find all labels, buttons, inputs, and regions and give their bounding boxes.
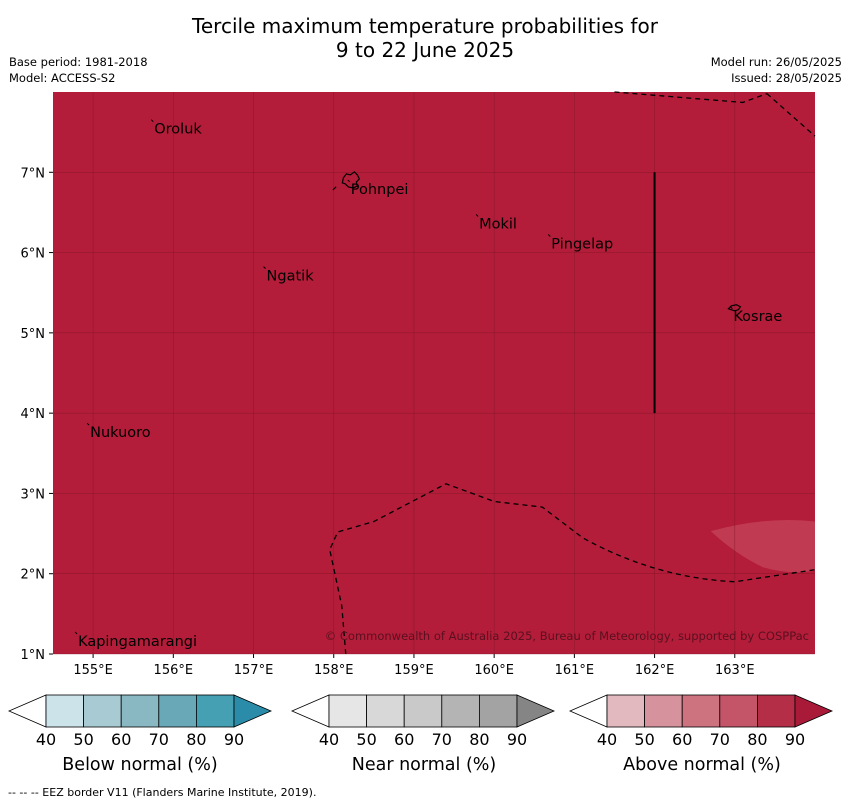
place-marker	[475, 214, 479, 217]
lon-tick-label: 162°E	[635, 663, 675, 678]
map-area: 155°E 156°E 157°E 158°E 159°E 160°E 161°E 162°E…	[21, 91, 816, 678]
place-label: Mokil	[479, 216, 517, 232]
probability-field	[53, 92, 815, 654]
colorbar-tick-label: 80	[747, 730, 767, 749]
colorbar-tick-label: 50	[634, 730, 654, 749]
colorbar-box	[681, 694, 721, 728]
place-label: Oroluk	[154, 122, 202, 138]
colorbar-box	[120, 694, 160, 728]
colorbar-tick-label: 60	[111, 730, 131, 749]
colorbar-tick-label: 70	[149, 730, 169, 749]
place-label: Pingelap	[551, 237, 613, 253]
colorbar-box	[441, 694, 480, 728]
base-period: Base period: 1981-2018	[9, 55, 148, 69]
eez-border-northeast	[766, 93, 816, 137]
colorbar-tick-label: 80	[469, 730, 489, 749]
place-marker	[150, 119, 154, 123]
colorbar-box	[403, 694, 443, 728]
place-marker	[347, 179, 351, 183]
colorbar: 40 50 60 70 80 90	[7, 694, 273, 749]
colorbar-box	[644, 694, 683, 728]
colorbar-box	[366, 694, 405, 728]
colorbar-left-extend	[290, 694, 330, 728]
colorbar-right-extend	[233, 694, 273, 728]
colorbar-tick-label: 90	[507, 730, 527, 749]
colorbar-left-extend	[568, 694, 608, 728]
colorbar-box	[328, 694, 367, 728]
chart-title: Tercile maximum temperature probabilitie…	[0, 14, 850, 62]
colorbar-label-above: Above normal (%)	[623, 755, 781, 775]
kosrae-island-outline	[727, 304, 742, 312]
colorbar-box	[719, 694, 758, 728]
lat-tick-label: 4°N	[21, 407, 46, 422]
colorbar-label-below: Below normal (%)	[62, 755, 218, 775]
colorbar-box	[606, 694, 645, 728]
model-name: Model: ACCESS-S2	[9, 71, 116, 85]
colorbar-box	[195, 694, 235, 728]
meta-left: Base period: 1981-2018 Model: ACCESS-S2	[9, 54, 148, 86]
lon-tick-label: 161°E	[555, 663, 595, 678]
colorbar-tick-label: 90	[785, 730, 805, 749]
place-marker	[263, 266, 266, 269]
colorbar-box	[158, 694, 197, 728]
lat-tick-label: 1°N	[21, 648, 46, 663]
place-label: Kosrae	[733, 309, 782, 325]
colorbar-tick-label: 60	[672, 730, 692, 749]
title-line-1: Tercile maximum temperature probabilitie…	[192, 14, 658, 38]
colorbar-box	[478, 694, 518, 728]
lon-tick-label: 155°E	[73, 663, 113, 678]
model-run: Model run: 26/05/2025	[710, 55, 842, 69]
colorbar-tick-label: 40	[36, 730, 56, 749]
lon-tick-label: 156°E	[154, 663, 194, 678]
pohnpei-island-outline	[341, 171, 361, 189]
title-line-2: 9 to 22 June 2025	[335, 38, 515, 62]
colorbars: 40 50 60 70 80 90 40 50 60 70 80 90 40 50 60 70 80 90	[7, 694, 834, 749]
issued-date: Issued: 28/05/2025	[731, 71, 842, 85]
place-label: Pohnpei	[351, 182, 409, 198]
lat-tick-label: 2°N	[21, 568, 46, 583]
lon-tick-label: 158°E	[314, 663, 354, 678]
colorbar-tick-label: 50	[356, 730, 376, 749]
colorbar: 40 50 60 70 80 90	[290, 694, 556, 749]
colorbar-tick-label: 80	[186, 730, 206, 749]
eez-border-north	[614, 91, 768, 104]
colorbar-tick-label: 50	[73, 730, 93, 749]
colorbar-tick-label: 40	[597, 730, 617, 749]
colorbar-tick-label: 60	[394, 730, 414, 749]
colorbar: 40 50 60 70 80 90	[568, 694, 834, 749]
lat-tick-label: 3°N	[21, 487, 46, 502]
colorbar-tick-label: 90	[224, 730, 244, 749]
place-marker	[74, 631, 78, 635]
lon-tick-label: 160°E	[474, 663, 514, 678]
colorbar-label-near: Near normal (%)	[351, 755, 497, 775]
pohnpei-reef-mark	[332, 186, 337, 191]
place-marker	[730, 306, 733, 310]
colorbar-right-extend	[516, 694, 556, 728]
lon-tick-label: 159°E	[394, 663, 434, 678]
colorbar-tick-label: 70	[710, 730, 730, 749]
place-label: Nukuoro	[90, 425, 151, 441]
lower-probability-patch	[710, 520, 815, 573]
colorbar-box	[45, 694, 84, 728]
colorbar-box	[83, 694, 122, 728]
colorbar-box	[757, 694, 796, 728]
place-label: Ngatik	[267, 269, 315, 285]
place-label: Kapingamarangi	[78, 634, 197, 650]
lat-tick-label: 7°N	[21, 166, 46, 181]
eez-border-south	[329, 483, 816, 655]
place-marker	[547, 234, 551, 237]
colorbar-tick-label: 70	[432, 730, 452, 749]
colorbar-left-extend	[7, 694, 47, 728]
copyright-text: © Commonwealth of Australia 2025, Bureau…	[325, 629, 809, 643]
footer-note: -- -- -- EEZ border V11 (Flanders Marine…	[8, 786, 317, 799]
lon-tick-label: 163°E	[715, 663, 755, 678]
place-marker	[86, 422, 90, 426]
lat-tick-label: 5°N	[21, 327, 46, 342]
lon-tick-label: 157°E	[234, 663, 274, 678]
colorbar-right-extend	[794, 694, 834, 728]
meta-right: Model run: 26/05/2025 Issued: 28/05/2025	[711, 54, 842, 86]
lat-tick-label: 6°N	[21, 247, 46, 262]
colorbar-tick-label: 40	[319, 730, 339, 749]
